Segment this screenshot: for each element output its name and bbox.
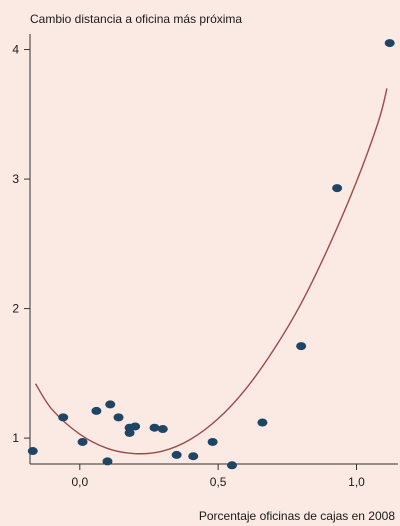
data-point — [130, 422, 141, 431]
data-point — [157, 425, 168, 434]
data-point — [113, 413, 124, 422]
x-axis-label: Porcentaje oficinas de cajas en 2008 — [199, 509, 395, 523]
chart-title: Cambio distancia a oficina más próxima — [30, 12, 242, 26]
data-point — [296, 342, 307, 351]
data-point — [257, 418, 268, 427]
fit-curve — [34, 88, 388, 455]
data-point — [58, 413, 69, 422]
data-point — [226, 461, 237, 470]
fit-curve-layer — [34, 88, 388, 455]
data-point — [77, 437, 88, 446]
data-point — [149, 423, 160, 432]
data-point — [105, 400, 116, 409]
data-point — [384, 39, 395, 48]
y-tick-label: 3 — [12, 172, 19, 186]
data-point — [332, 184, 343, 193]
y-tick-label: 2 — [12, 302, 19, 316]
x-tick-label: 1,0 — [348, 475, 365, 489]
x-tick-label: 0,0 — [71, 475, 88, 489]
axes: 1 2 3 4 0,0 0,5 1,0 — [12, 34, 398, 489]
data-point — [27, 447, 38, 456]
data-point — [91, 406, 102, 415]
data-point — [188, 452, 199, 461]
data-point — [207, 437, 218, 446]
x-tick-label: 0,5 — [210, 475, 227, 489]
y-tick-label: 1 — [12, 431, 19, 445]
points-layer — [27, 39, 395, 470]
data-point — [102, 457, 113, 466]
data-point — [171, 450, 182, 459]
y-tick-label: 4 — [12, 43, 19, 57]
